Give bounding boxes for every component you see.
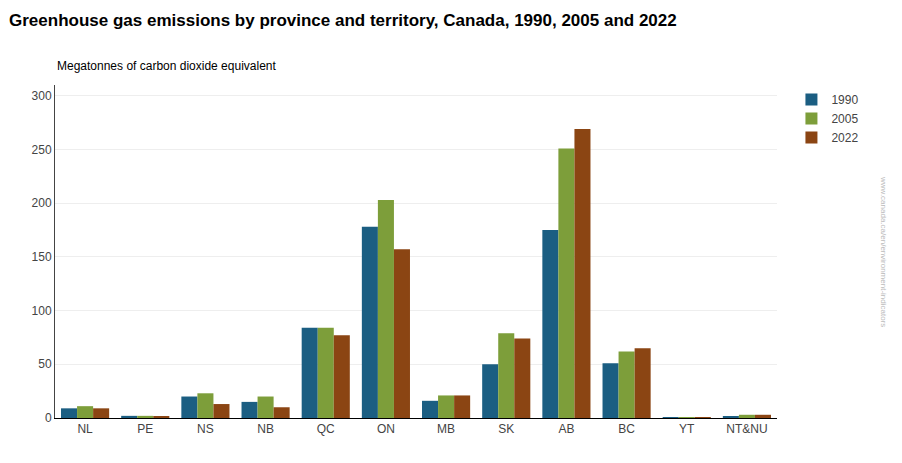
svg-text:www.canada.ca/en/environment-i: www.canada.ca/en/environment-indicators [879, 176, 888, 327]
svg-text:AB: AB [558, 422, 574, 436]
svg-text:200: 200 [32, 196, 52, 210]
svg-text:100: 100 [32, 304, 52, 318]
svg-text:MB: MB [437, 422, 455, 436]
svg-text:YT: YT [679, 422, 695, 436]
svg-text:150: 150 [32, 250, 52, 264]
svg-text:2022: 2022 [831, 131, 858, 145]
svg-text:NT&NU: NT&NU [726, 422, 767, 436]
svg-text:2005: 2005 [831, 112, 858, 126]
svg-text:0: 0 [45, 411, 52, 425]
svg-text:300: 300 [32, 89, 52, 103]
svg-text:QC: QC [317, 422, 335, 436]
svg-text:NB: NB [257, 422, 274, 436]
svg-text:SK: SK [498, 422, 514, 436]
svg-text:250: 250 [32, 143, 52, 157]
svg-text:50: 50 [38, 357, 52, 371]
svg-text:PE: PE [137, 422, 153, 436]
svg-text:NL: NL [77, 422, 93, 436]
svg-text:NS: NS [197, 422, 214, 436]
svg-text:BC: BC [618, 422, 635, 436]
svg-text:Megatonnes of carbon dioxide e: Megatonnes of carbon dioxide equivalent [57, 59, 276, 73]
svg-text:1990: 1990 [831, 93, 858, 107]
svg-text:ON: ON [377, 422, 395, 436]
svg-text:Greenhouse gas emissions by pr: Greenhouse gas emissions by province and… [9, 11, 677, 30]
